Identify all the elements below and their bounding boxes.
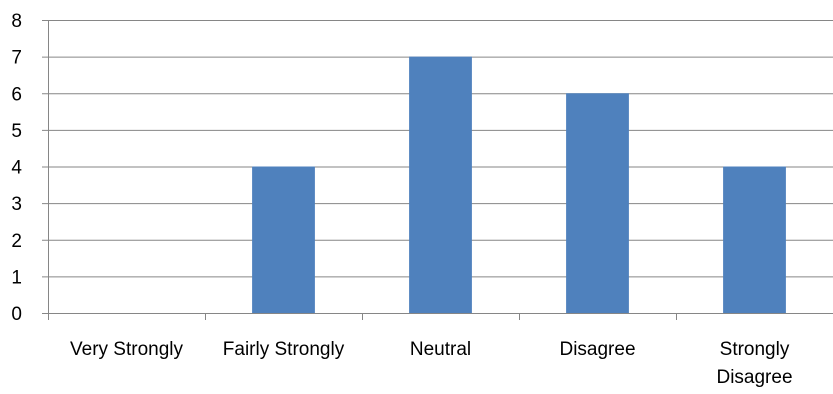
bar xyxy=(566,93,629,313)
x-axis xyxy=(48,20,833,320)
y-tick-label: 2 xyxy=(11,231,22,252)
y-tick-label: 0 xyxy=(11,304,22,325)
bar xyxy=(723,166,786,313)
x-category-label: Disagree xyxy=(559,339,635,360)
x-category-label: Disagree xyxy=(716,367,792,388)
bar xyxy=(252,166,315,313)
x-category-label: Fairly Strongly xyxy=(223,339,345,360)
y-tick-label: 3 xyxy=(11,194,22,215)
x-axis-labels: Very Strongly Fairly Strongly Neutral Disag… xyxy=(70,339,793,388)
y-tick-label: 4 xyxy=(11,158,22,179)
y-tick-label: 6 xyxy=(11,84,22,105)
x-category-label: Very Strongly xyxy=(70,339,183,360)
y-axis-ticks: 0 1 2 3 4 5 6 7 8 xyxy=(11,11,48,325)
x-category-label: Neutral xyxy=(410,339,471,360)
y-tick-label: 8 xyxy=(11,11,22,32)
bar xyxy=(409,56,472,313)
y-tick-label: 5 xyxy=(11,121,22,142)
bars xyxy=(252,56,786,313)
y-tick-label: 1 xyxy=(11,267,22,288)
y-tick-label: 7 xyxy=(11,48,22,69)
x-category-label: Strongly xyxy=(720,339,790,360)
